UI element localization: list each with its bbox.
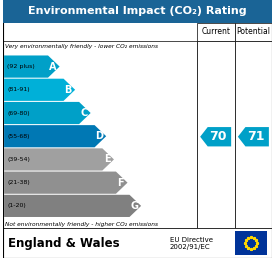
Bar [235, 23, 272, 41]
Text: (55-68): (55-68) [7, 134, 30, 139]
Polygon shape [4, 55, 60, 78]
Text: (21-38): (21-38) [7, 180, 30, 185]
Polygon shape [4, 102, 91, 124]
Text: 71: 71 [247, 130, 265, 143]
Text: Current: Current [201, 28, 230, 36]
Text: (81-91): (81-91) [7, 87, 30, 92]
Bar [235, 231, 267, 255]
Bar [197, 23, 235, 41]
Text: Very environmentally friendly - lower CO₂ emissions: Very environmentally friendly - lower CO… [6, 44, 158, 49]
Bar [3, 228, 272, 258]
Bar [235, 41, 272, 228]
Text: E: E [104, 155, 110, 164]
Text: (1-20): (1-20) [7, 203, 26, 208]
Bar [3, 41, 197, 228]
Text: Potential: Potential [236, 28, 270, 36]
Text: G: G [130, 201, 138, 211]
Text: Environmental Impact (CO₂) Rating: Environmental Impact (CO₂) Rating [28, 6, 247, 16]
Text: (92 plus): (92 plus) [7, 64, 35, 69]
Polygon shape [200, 127, 231, 146]
Text: D: D [95, 131, 103, 141]
Text: (39-54): (39-54) [7, 157, 30, 162]
Polygon shape [4, 79, 75, 101]
Text: Not environmentally friendly - higher CO₂ emissions: Not environmentally friendly - higher CO… [6, 222, 158, 227]
Polygon shape [4, 172, 128, 194]
Polygon shape [4, 195, 141, 217]
Text: B: B [65, 85, 72, 95]
Text: 70: 70 [210, 130, 227, 143]
Text: (69-80): (69-80) [7, 110, 30, 116]
Bar [197, 41, 235, 228]
Text: A: A [49, 62, 56, 71]
Text: C: C [80, 108, 87, 118]
Text: EU Directive
2002/91/EC: EU Directive 2002/91/EC [170, 237, 213, 250]
Text: F: F [117, 178, 124, 188]
Text: England & Wales: England & Wales [8, 237, 120, 250]
Polygon shape [4, 148, 114, 171]
Polygon shape [238, 127, 269, 146]
Polygon shape [4, 125, 106, 147]
Bar [3, 0, 272, 23]
